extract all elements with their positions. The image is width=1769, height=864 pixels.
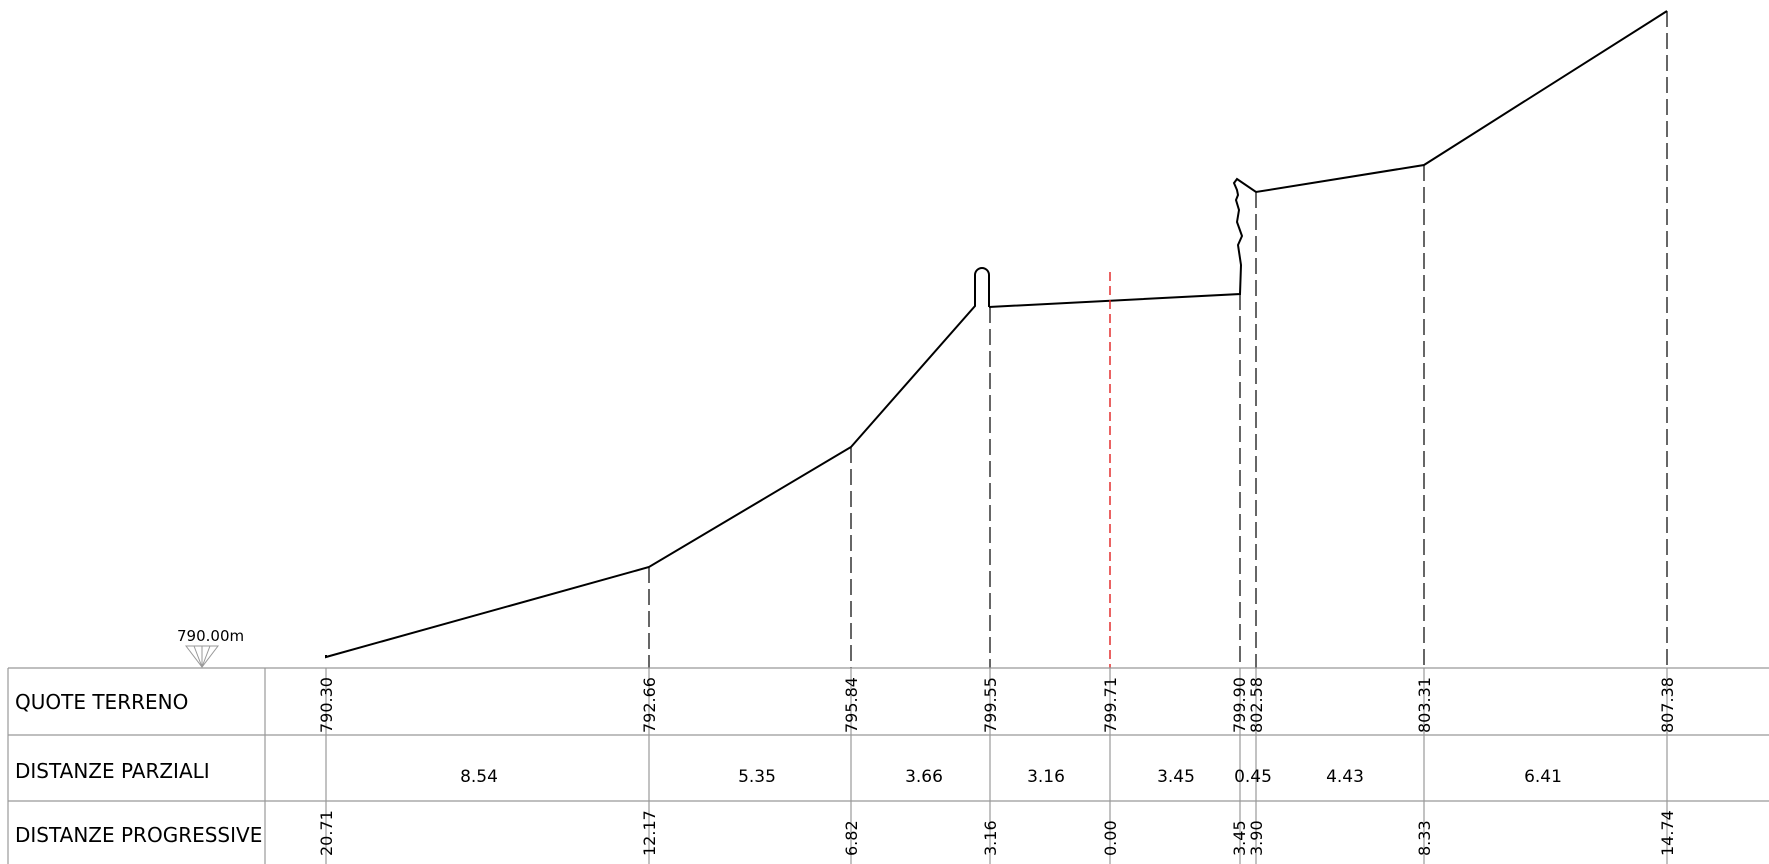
terrain-profile-line bbox=[325, 275, 976, 659]
partial-value: 3.45 bbox=[1157, 767, 1195, 787]
quote-values: 790.30 792.66 795.84 799.55 799.71 799.9… bbox=[317, 677, 1677, 733]
quote-value: 792.66 bbox=[640, 677, 659, 733]
partial-value: 5.35 bbox=[738, 767, 776, 787]
datum-tick bbox=[201, 645, 211, 668]
progressive-value: 14.74 bbox=[1658, 810, 1677, 856]
row-label-distanze-parziali: DISTANZE PARZIALI bbox=[15, 759, 210, 783]
wall-cap bbox=[974, 267, 990, 307]
datum-tick bbox=[193, 645, 203, 668]
progressive-value: 6.82 bbox=[842, 820, 861, 856]
partial-value: 6.41 bbox=[1524, 767, 1562, 787]
projection-lines bbox=[648, 11, 1668, 668]
partial-value: 4.43 bbox=[1326, 767, 1364, 787]
quote-value: 803.31 bbox=[1415, 677, 1434, 733]
quote-value: 790.30 bbox=[317, 677, 336, 733]
progressive-value: 20.71 bbox=[317, 810, 336, 856]
partial-value: 0.45 bbox=[1234, 767, 1272, 787]
progressive-values: 20.71 12.17 6.82 3.16 0.00 3.45 3.90 8.3… bbox=[317, 810, 1677, 856]
progressive-value: 3.90 bbox=[1247, 820, 1266, 856]
row-label-quote-terreno: QUOTE TERRENO bbox=[15, 690, 188, 714]
progressive-value: 3.16 bbox=[981, 820, 1000, 856]
quote-value: 799.55 bbox=[981, 677, 1000, 733]
quote-value: 802.58 bbox=[1247, 677, 1266, 733]
road-platform-line bbox=[988, 10, 1668, 308]
progressive-value: 0.00 bbox=[1101, 820, 1120, 856]
datum-marker: 790.00m bbox=[177, 627, 244, 668]
row-label-distanze-progressive: DISTANZE PROGRESSIVE bbox=[15, 823, 262, 847]
partial-value: 3.66 bbox=[905, 767, 943, 787]
progressive-value: 3.45 bbox=[1230, 820, 1249, 856]
progressive-value: 12.17 bbox=[640, 810, 659, 856]
progressive-value: 8.33 bbox=[1415, 820, 1434, 856]
quote-value: 807.38 bbox=[1658, 677, 1677, 733]
datum-label: 790.00m bbox=[177, 627, 244, 645]
quote-value: 795.84 bbox=[842, 677, 861, 733]
partial-value: 8.54 bbox=[460, 767, 498, 787]
partial-values: 8.54 5.35 3.66 3.16 3.45 0.45 4.43 6.41 bbox=[460, 767, 1562, 787]
partial-value: 3.16 bbox=[1027, 767, 1065, 787]
quote-value: 799.71 bbox=[1101, 677, 1120, 733]
data-table bbox=[7, 667, 1769, 864]
quote-value: 799.90 bbox=[1230, 677, 1249, 733]
